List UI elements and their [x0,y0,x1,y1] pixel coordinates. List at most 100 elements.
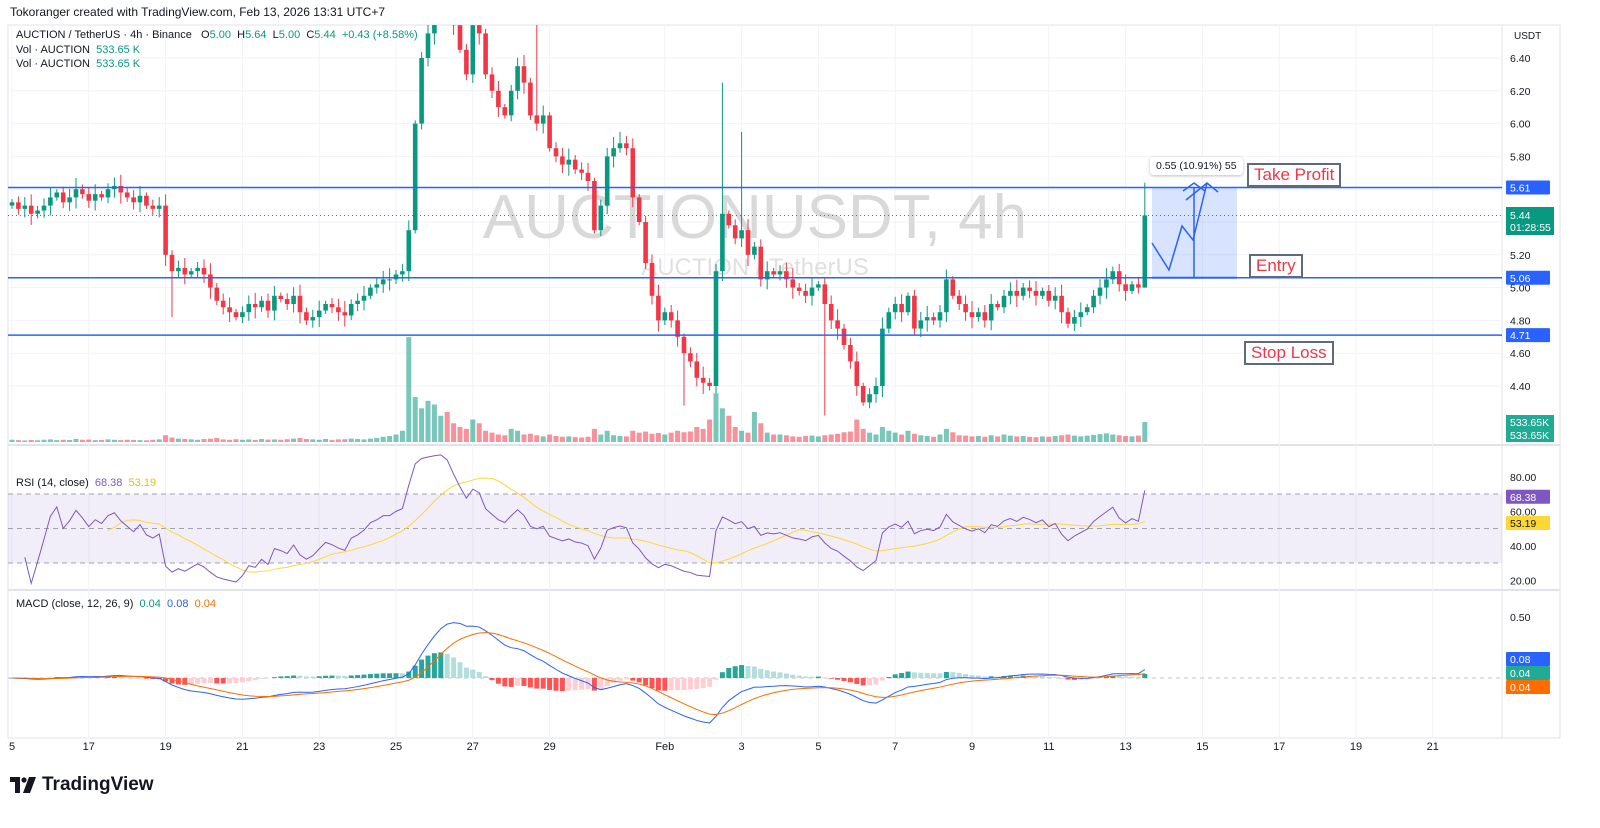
candle-body[interactable] [342,312,348,316]
candle-body[interactable] [86,194,92,201]
candle-body[interactable] [252,304,258,308]
candle-body[interactable] [457,25,463,50]
currency-label[interactable]: USDT [1514,31,1542,42]
candle-body[interactable] [291,295,296,304]
candle-body[interactable] [1110,271,1116,280]
candle-body[interactable] [240,312,245,318]
candle-body[interactable] [393,274,399,280]
candle-body[interactable] [1091,295,1096,308]
candle-body[interactable] [1084,307,1090,313]
candle-body[interactable] [220,300,226,308]
candle-body[interactable] [176,267,181,272]
candle-body[interactable] [1040,290,1045,296]
candle-body[interactable] [841,328,847,345]
candle-body[interactable] [867,394,872,403]
candle-body[interactable] [585,172,591,181]
candle-body[interactable] [233,312,239,318]
candle-body[interactable] [1136,284,1141,288]
candle-body[interactable] [60,192,66,203]
candle-body[interactable] [732,225,738,239]
candle-body[interactable] [214,287,220,301]
candle-body[interactable] [502,107,508,116]
candle-body[interactable] [156,205,162,209]
candle-body[interactable] [1014,290,1020,296]
candle-body[interactable] [329,304,335,308]
candle-body[interactable] [720,213,725,272]
candle-body[interactable] [598,205,604,231]
candle-body[interactable] [630,148,636,198]
candle-body[interactable] [572,159,578,170]
candle-body[interactable] [284,299,290,304]
volume-legend-1[interactable]: Vol · AUCTION 533.65 K [16,44,140,56]
take-profit-label[interactable]: Take Profit [1247,163,1342,187]
candle-body[interactable] [771,271,776,275]
candle-body[interactable] [259,300,264,308]
candle-body[interactable] [976,312,981,318]
candle-body[interactable] [483,33,488,75]
candle-body[interactable] [707,382,712,386]
candle-body[interactable] [713,271,719,386]
candle-body[interactable] [822,284,828,304]
candle-body[interactable] [163,205,168,255]
candle-body[interactable] [476,25,482,34]
candle-body[interactable] [515,66,520,91]
candle-body[interactable] [803,290,808,296]
candle-body[interactable] [92,194,98,201]
candle-body[interactable] [617,143,623,149]
candle-body[interactable] [316,310,322,318]
candle-body[interactable] [835,320,840,329]
candle-body[interactable] [144,195,149,206]
candle-body[interactable] [1008,290,1013,296]
candle-body[interactable] [649,263,655,296]
candle-body[interactable] [982,312,988,321]
candle-body[interactable] [854,361,860,386]
candle-body[interactable] [400,271,405,275]
rsi-legend[interactable]: RSI (14, close) 68.38 53.19 [16,477,156,489]
candle-body[interactable] [439,0,444,9]
candle-body[interactable] [1072,317,1077,324]
candle-body[interactable] [924,317,930,321]
candle-body[interactable] [124,192,130,198]
candle-body[interactable] [700,377,706,383]
candle-body[interactable] [188,271,194,275]
candle-body[interactable] [99,194,104,198]
candle-body[interactable] [137,195,143,203]
candle-body[interactable] [169,254,175,272]
candle-body[interactable] [566,159,572,165]
candle-body[interactable] [988,304,994,321]
candle-body[interactable] [67,197,72,203]
candle-body[interactable] [758,246,764,280]
symbol-legend[interactable]: AUCTION / TetherUS · 4h · Binance O5.00 … [16,29,418,41]
candle-body[interactable] [73,189,79,198]
candle-body[interactable] [918,320,924,329]
candle-body[interactable] [445,0,450,1]
candle-body[interactable] [899,304,904,313]
candle-body[interactable] [1027,287,1032,291]
candle-body[interactable] [278,295,284,300]
candle-body[interactable] [560,156,565,165]
candle-body[interactable] [534,115,540,124]
candle-body[interactable] [662,312,668,321]
candle-body[interactable] [1104,279,1109,288]
candle-body[interactable] [592,181,597,231]
candle-body[interactable] [80,189,85,195]
candle-body[interactable] [508,90,514,116]
candle-body[interactable] [816,284,821,288]
candle-body[interactable] [35,210,40,214]
stop-loss-label[interactable]: Stop Loss [1244,341,1334,365]
candle-body[interactable] [521,66,527,83]
candle-body[interactable] [297,295,303,313]
candle-body[interactable] [380,279,386,285]
candle-body[interactable] [323,304,328,311]
candle-body[interactable] [752,246,757,255]
candle-body[interactable] [880,328,885,386]
candle-body[interactable] [950,279,956,296]
candle-body[interactable] [892,304,898,313]
candle-body[interactable] [464,49,469,75]
tradingview-logo[interactable]: TradingView [10,774,154,796]
candle-body[interactable] [451,1,456,26]
candle-body[interactable] [886,312,892,329]
candle-body[interactable] [944,279,949,313]
candle-body[interactable] [873,386,879,395]
